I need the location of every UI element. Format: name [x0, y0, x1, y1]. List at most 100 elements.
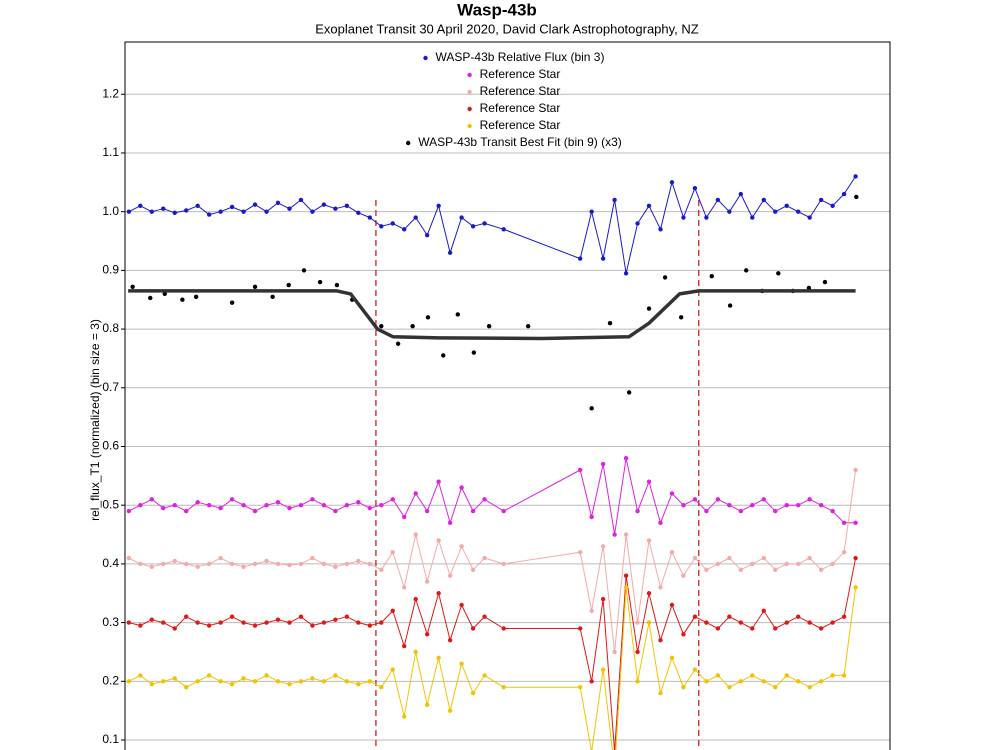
- data-point: [807, 684, 812, 690]
- data-point: [635, 620, 640, 625]
- data-point: [206, 212, 212, 217]
- data-point: [807, 620, 812, 625]
- data-point: [275, 561, 281, 567]
- data-point: [761, 497, 766, 502]
- data-point: [286, 282, 291, 288]
- data-point: [379, 502, 384, 508]
- data-point: [750, 561, 755, 567]
- y-axis-label: rel_flux_T1 (normalized) (bin size = 3): [88, 319, 102, 521]
- data-point: [344, 614, 350, 619]
- data-point: [727, 684, 732, 690]
- data-point: [195, 679, 200, 684]
- data-point: [841, 549, 847, 555]
- data-point: [623, 456, 629, 461]
- data-point: [612, 532, 617, 537]
- data-point: [138, 623, 143, 628]
- data-point: [623, 532, 629, 537]
- data-point: [589, 608, 594, 614]
- data-point: [818, 197, 824, 203]
- data-point: [172, 502, 177, 508]
- data-point: [356, 558, 361, 564]
- data-point: [818, 679, 824, 684]
- data-point: [600, 667, 606, 672]
- data-point: [589, 514, 594, 520]
- data-point: [241, 209, 246, 214]
- data-point: [206, 502, 212, 508]
- data-point: [193, 294, 199, 299]
- data-point: [252, 284, 258, 290]
- data-point: [344, 203, 350, 208]
- data-point: [750, 502, 755, 508]
- data-point: [436, 655, 441, 661]
- data-point: [367, 561, 372, 567]
- data-point: [727, 209, 732, 214]
- data-point: [413, 649, 418, 655]
- data-point: [715, 673, 721, 678]
- data-point: [750, 626, 755, 631]
- data-point: [600, 544, 606, 549]
- data-point: [658, 638, 663, 643]
- data-point: [172, 558, 177, 564]
- y-tick-label: 0.9: [102, 263, 119, 277]
- data-point: [830, 203, 835, 208]
- data-point: [841, 614, 847, 619]
- y-tick-label: 0.7: [102, 380, 119, 394]
- y-tick-label: 1.0: [102, 204, 119, 218]
- data-point: [241, 564, 246, 570]
- data-point: [623, 573, 629, 578]
- data-point: [830, 673, 835, 678]
- data-point: [704, 215, 709, 220]
- data-point: [333, 673, 338, 678]
- data-point: [195, 500, 200, 505]
- data-point: [425, 315, 431, 320]
- data-point: [776, 271, 781, 276]
- data-point: [806, 285, 812, 291]
- data-point: [310, 497, 315, 502]
- data-point: [390, 549, 395, 555]
- data-point: [853, 555, 858, 561]
- data-point: [149, 617, 154, 622]
- data-point: [577, 626, 583, 631]
- data-point: [424, 232, 430, 238]
- data-point: [379, 323, 384, 329]
- data-point: [669, 491, 675, 496]
- data-point: [818, 567, 824, 572]
- data-point: [853, 520, 858, 526]
- data-point: [501, 561, 506, 567]
- data-point: [310, 676, 315, 681]
- data-point: [470, 567, 476, 572]
- series-line: [128, 176, 857, 274]
- data-point: [635, 679, 640, 684]
- data-point: [470, 224, 476, 229]
- data-point: [669, 655, 675, 661]
- data-point: [270, 294, 275, 299]
- data-point: [218, 505, 223, 511]
- data-point: [658, 585, 663, 590]
- data-point: [344, 502, 350, 508]
- data-point: [218, 209, 223, 214]
- data-point: [184, 684, 189, 690]
- data-point: [589, 679, 594, 684]
- data-point: [195, 203, 200, 208]
- legend-marker: [467, 72, 472, 78]
- data-point: [184, 561, 189, 567]
- chart-title: Wasp-43b: [457, 0, 537, 19]
- data-point: [482, 497, 487, 502]
- data-point: [287, 505, 292, 511]
- data-point: [600, 461, 606, 467]
- y-tick-label: 0.4: [102, 556, 119, 570]
- data-point: [669, 549, 675, 555]
- data-point: [333, 508, 338, 514]
- data-point: [525, 323, 531, 329]
- data-point: [853, 585, 858, 590]
- data-point: [761, 555, 766, 561]
- data-point: [275, 200, 281, 206]
- data-point: [501, 684, 506, 690]
- data-point: [482, 221, 487, 226]
- data-point: [344, 561, 350, 567]
- data-point: [161, 620, 166, 625]
- data-point: [447, 708, 453, 713]
- data-point: [379, 567, 384, 572]
- data-point: [264, 209, 269, 214]
- data-point: [447, 250, 453, 255]
